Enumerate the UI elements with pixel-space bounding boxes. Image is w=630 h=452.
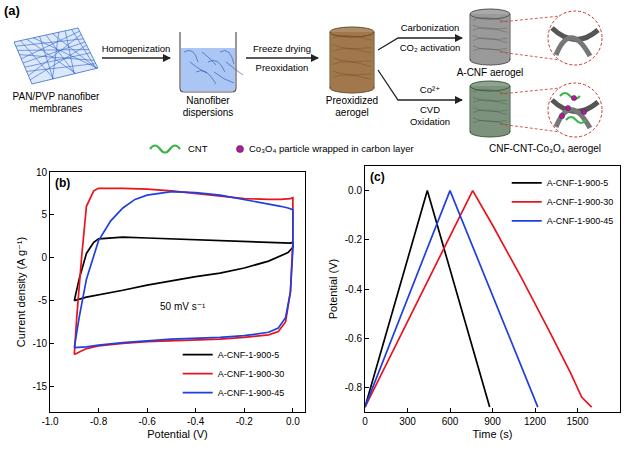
svg-text:dispersions: dispersions xyxy=(183,107,234,118)
svg-text:0.0: 0.0 xyxy=(348,185,362,196)
svg-text:-0.8: -0.8 xyxy=(345,382,363,393)
svg-text:(b): (b) xyxy=(55,176,70,190)
svg-text:10: 10 xyxy=(36,167,48,178)
svg-text:(c): (c) xyxy=(370,170,385,184)
svg-text:Preoxidized: Preoxidized xyxy=(326,95,378,106)
svg-text:-10: -10 xyxy=(33,338,48,349)
svg-text:0: 0 xyxy=(41,252,47,263)
svg-text:CNT: CNT xyxy=(188,143,208,154)
svg-text:Time (s): Time (s) xyxy=(473,428,513,440)
svg-text:5: 5 xyxy=(41,209,47,220)
svg-text:-0.4: -0.4 xyxy=(345,284,363,295)
svg-text:-15: -15 xyxy=(33,381,48,392)
svg-text:Freeze drying: Freeze drying xyxy=(253,43,311,54)
svg-text:-5: -5 xyxy=(38,295,47,306)
svg-text:CVD: CVD xyxy=(420,104,440,115)
svg-text:0: 0 xyxy=(362,416,368,427)
svg-text:CNF-CNT-Co₃O₄ aerogel: CNF-CNT-Co₃O₄ aerogel xyxy=(489,143,601,154)
svg-text:A-CNF-1-900-45: A-CNF-1-900-45 xyxy=(218,388,285,398)
svg-text:600: 600 xyxy=(442,416,459,427)
svg-text:Potential (V): Potential (V) xyxy=(147,428,208,440)
svg-text:-0.6: -0.6 xyxy=(139,416,157,427)
svg-text:Nanofiber: Nanofiber xyxy=(186,95,230,106)
svg-text:1500: 1500 xyxy=(566,416,589,427)
svg-text:aerogel: aerogel xyxy=(335,107,368,118)
svg-text:A-CNF-1-900-45: A-CNF-1-900-45 xyxy=(547,216,614,226)
svg-text:Preoxidation: Preoxidation xyxy=(256,62,309,73)
svg-text:-0.2: -0.2 xyxy=(236,416,254,427)
svg-text:Co₃O₄ particle wrapped in carb: Co₃O₄ particle wrapped in carbon layer xyxy=(249,143,414,154)
svg-text:Carbonization: Carbonization xyxy=(401,22,460,33)
svg-text:50 mV s⁻¹: 50 mV s⁻¹ xyxy=(160,301,206,312)
svg-text:(a): (a) xyxy=(4,3,20,18)
svg-text:1200: 1200 xyxy=(524,416,547,427)
svg-text:-0.6: -0.6 xyxy=(345,333,363,344)
svg-text:Current density (A g⁻¹): Current density (A g⁻¹) xyxy=(15,237,27,347)
svg-text:A-CNF aerogel: A-CNF aerogel xyxy=(457,67,524,78)
svg-text:membranes: membranes xyxy=(30,103,83,114)
svg-text:300: 300 xyxy=(399,416,416,427)
svg-text:A-CNF-1-900-30: A-CNF-1-900-30 xyxy=(218,369,285,379)
svg-text:Homogenization: Homogenization xyxy=(102,43,171,54)
svg-text:900: 900 xyxy=(484,416,501,427)
svg-text:A-CNF-1-900-5: A-CNF-1-900-5 xyxy=(218,350,280,360)
svg-text:A-CNF-1-900-30: A-CNF-1-900-30 xyxy=(547,197,614,207)
svg-text:-1.0: -1.0 xyxy=(41,416,59,427)
svg-text:PAN/PVP nanofiber: PAN/PVP nanofiber xyxy=(13,91,101,102)
svg-text:-0.8: -0.8 xyxy=(90,416,108,427)
svg-text:Co²⁺: Co²⁺ xyxy=(420,84,440,95)
svg-text:-0.4: -0.4 xyxy=(187,416,205,427)
svg-text:A-CNF-1-900-5: A-CNF-1-900-5 xyxy=(547,178,609,188)
svg-text:-0.2: -0.2 xyxy=(345,234,363,245)
svg-text:Oxidation: Oxidation xyxy=(410,116,450,127)
svg-text:CO₂ activation: CO₂ activation xyxy=(400,42,461,53)
svg-text:0.0: 0.0 xyxy=(286,416,300,427)
svg-text:Potential (V): Potential (V) xyxy=(327,259,339,320)
